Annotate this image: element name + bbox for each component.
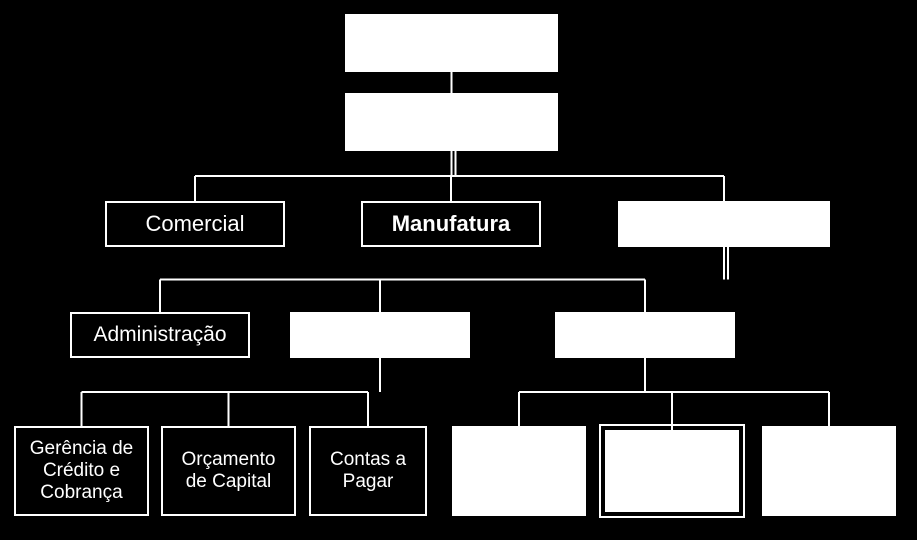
- org-node-label-orc: Orçamento de Capital: [180, 447, 278, 495]
- org-node-label-b4: [517, 469, 521, 473]
- org-node-ger: Gerência de Crédito e Cobrança: [14, 426, 149, 516]
- org-node-adm: Administração: [70, 312, 250, 358]
- org-node-label-ger: Gerência de Crédito e Cobrança: [28, 436, 136, 506]
- org-node-b4: [452, 426, 586, 516]
- org-node-label-man: Manufatura: [390, 209, 513, 238]
- org-node-contas: Contas a Pagar: [309, 426, 427, 516]
- org-node-label-adm: Administração: [91, 321, 228, 349]
- org-node-label-com: Comercial: [143, 209, 246, 238]
- org-node-b5: [605, 430, 739, 512]
- org-node-com: Comercial: [105, 201, 285, 247]
- org-node-label-m2: [378, 333, 382, 337]
- org-node-label-top1: [450, 41, 454, 45]
- org-node-m2: [290, 312, 470, 358]
- org-node-label-m3: [643, 333, 647, 337]
- org-node-orc: Orçamento de Capital: [161, 426, 296, 516]
- org-node-label-r3: [722, 222, 726, 226]
- org-node-top2: [345, 93, 558, 151]
- org-node-b6: [762, 426, 896, 516]
- org-node-man: Manufatura: [361, 201, 541, 247]
- org-node-label-b5: [670, 469, 674, 473]
- org-node-top1: [345, 14, 558, 72]
- org-node-m3: [555, 312, 735, 358]
- org-node-label-top2: [450, 120, 454, 124]
- org-node-r3: [618, 201, 830, 247]
- org-node-label-b6: [827, 469, 831, 473]
- org-node-label-contas: Contas a Pagar: [328, 447, 408, 495]
